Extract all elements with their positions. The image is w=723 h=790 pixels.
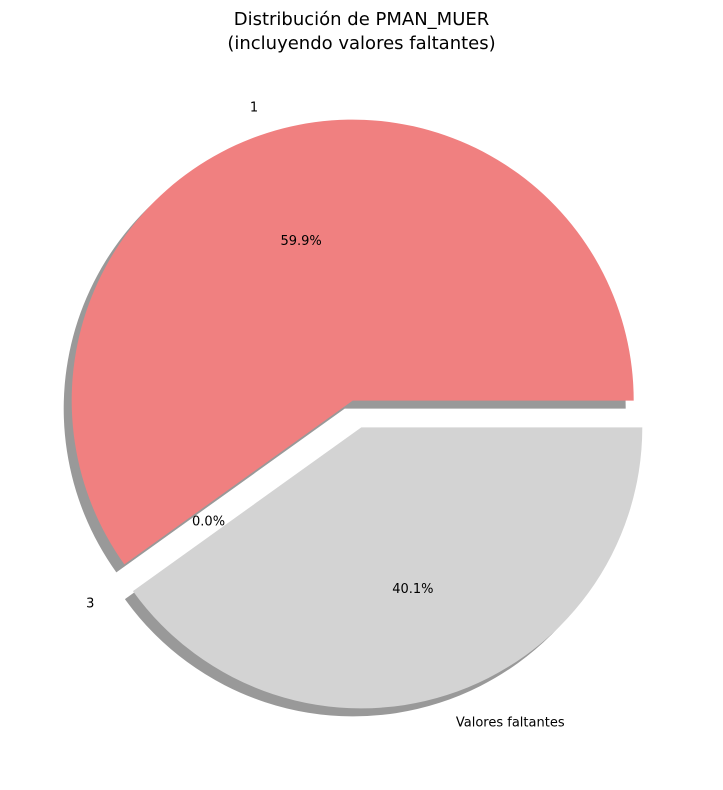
percent-label-valores-faltantes: 40.1%: [392, 582, 433, 597]
chart-title: Distribución de PMAN_MUER: [234, 9, 490, 30]
chart-subtitle: (incluyendo valores faltantes): [227, 33, 495, 54]
category-label-valores-faltantes: Valores faltantes: [456, 716, 565, 731]
pie-labels: 1 59.9% 3 0.0% Valores faltantes 40.1%: [86, 100, 565, 730]
percent-label-1: 59.9%: [280, 234, 321, 249]
percent-label-3: 0.0%: [192, 514, 225, 529]
pie-slice-1: [71, 119, 634, 565]
pie-slices: [71, 119, 643, 709]
category-label-1: 1: [250, 100, 258, 115]
category-label-3: 3: [86, 596, 94, 611]
pie-slice-valores-faltantes: [132, 427, 643, 709]
